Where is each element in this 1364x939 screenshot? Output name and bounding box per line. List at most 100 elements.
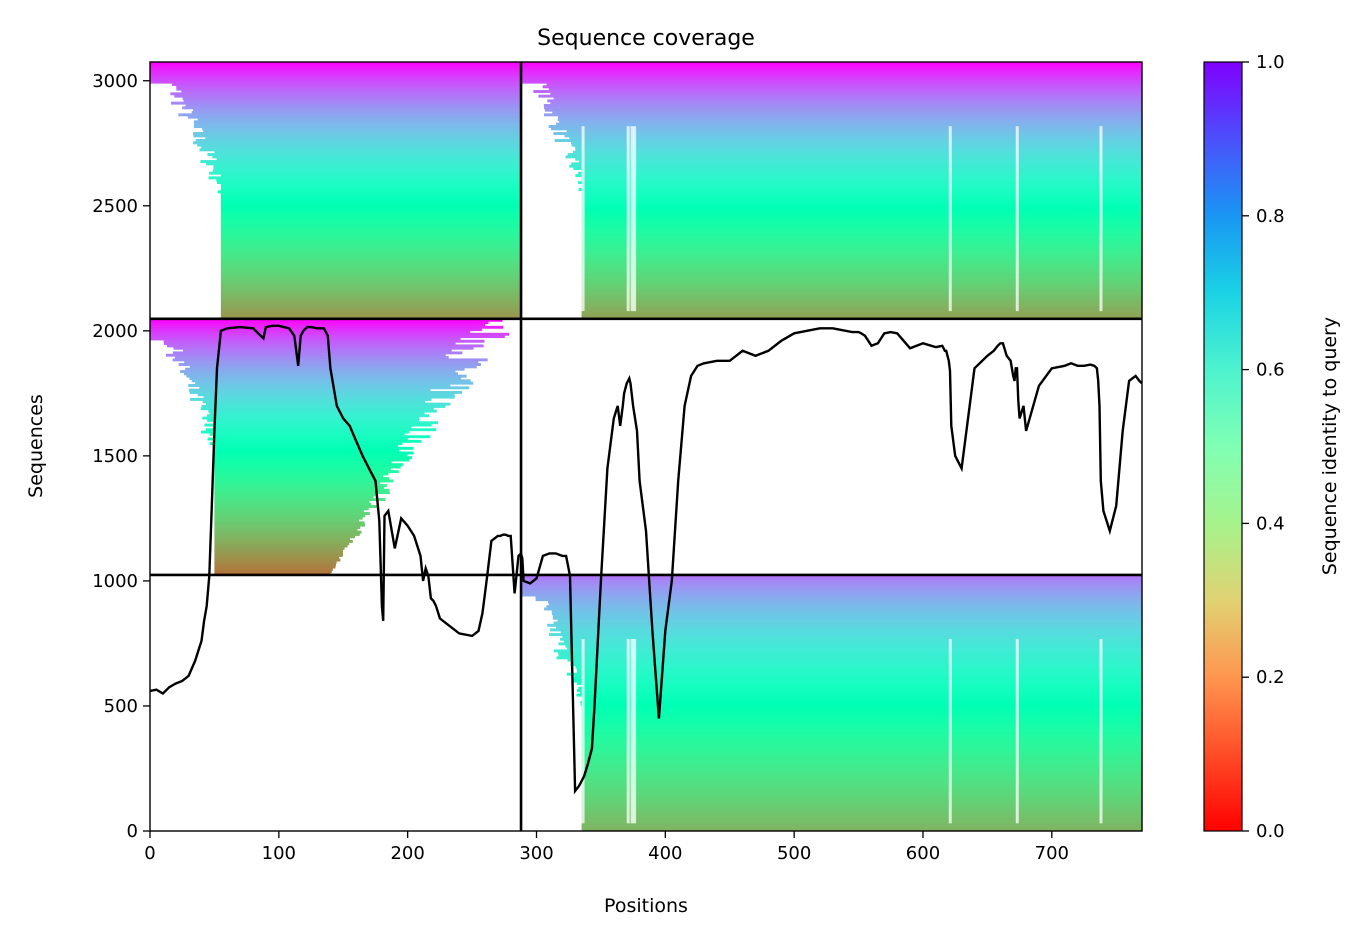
heatmap-row (163, 339, 485, 343)
heatmap-row (581, 255, 1142, 259)
heatmap-row (220, 197, 522, 201)
heatmap-row (521, 80, 1142, 84)
heatmap-row (581, 304, 1142, 308)
heatmap-row (214, 528, 358, 532)
heatmap-row (214, 509, 364, 513)
heatmap-row (150, 71, 522, 75)
heatmap-row (538, 94, 1142, 98)
heatmap-row (521, 73, 1142, 77)
heatmap-row (214, 544, 348, 548)
heatmap-row (193, 120, 522, 124)
x-tick-label: 300 (519, 843, 553, 864)
heatmap-row (220, 199, 522, 203)
heatmap-row (521, 78, 1142, 82)
heatmap-row (150, 328, 482, 332)
heatmap-row (581, 262, 1142, 266)
gap-column (948, 126, 952, 312)
heatmap-row (581, 728, 1142, 732)
heatmap-row (578, 181, 1142, 185)
heatmap-row (581, 279, 1142, 283)
heatmap-row (581, 814, 1142, 818)
gap-column (1099, 126, 1103, 312)
heatmap-row (577, 688, 1142, 692)
gap-column (630, 638, 634, 824)
heatmap-row (581, 709, 1142, 713)
heatmap-row (581, 258, 1142, 262)
heatmap-row (214, 495, 374, 499)
heatmap-row (576, 693, 1142, 697)
heatmap-row (220, 218, 522, 222)
heatmap-row (572, 150, 1142, 154)
heatmap-row (578, 188, 1142, 192)
heatmap-row (581, 218, 1142, 222)
heatmap-row (197, 118, 522, 121)
heatmap-row (548, 125, 1142, 128)
heatmap-row (581, 684, 1142, 688)
heatmap-row (201, 146, 522, 149)
heatmap-row (546, 83, 1142, 86)
heatmap-row (214, 512, 370, 515)
heatmap-row (214, 519, 360, 522)
heatmap-row (521, 584, 1142, 588)
heatmap-row (535, 598, 1142, 602)
heatmap-row (557, 619, 1142, 623)
heatmap-row (581, 789, 1142, 793)
heatmap-row (576, 682, 1142, 685)
heatmap-row (220, 206, 522, 210)
heatmap-row (193, 125, 522, 128)
heatmap-row (547, 99, 1142, 103)
heatmap-row (220, 302, 522, 306)
heatmap-row (575, 157, 1142, 161)
heatmap-row (220, 262, 522, 266)
heatmap-row (206, 414, 430, 418)
colorbar-tick-label: 0.6 (1256, 360, 1285, 381)
heatmap-row (581, 185, 1142, 189)
heatmap-row (581, 737, 1142, 741)
heatmap-row (581, 251, 1142, 255)
heatmap-row (174, 94, 522, 98)
heatmap-row (548, 87, 1142, 91)
heatmap-row (581, 812, 1142, 816)
colorbar-ticks: 0.0 0.2 0.4 0.6 0.8 1.0 (1242, 52, 1285, 842)
heatmap-row (214, 537, 351, 541)
heatmap-row (566, 672, 1142, 676)
heatmap-row (205, 428, 437, 432)
heatmap-row (214, 465, 401, 469)
heatmap-row (521, 76, 1142, 79)
heatmap-row (220, 185, 522, 189)
heatmap-row (581, 765, 1142, 769)
heatmap-row (189, 377, 462, 380)
heatmap-row (214, 449, 399, 453)
heatmap-row (557, 118, 1142, 121)
heatmap-row (220, 283, 522, 287)
heatmap-row (220, 239, 522, 243)
heatmap-row (193, 108, 522, 112)
heatmap-row (150, 80, 522, 84)
heatmap-row (220, 192, 522, 196)
heatmap-row (571, 141, 1142, 145)
colorbar-tick-label: 0.4 (1256, 513, 1285, 534)
x-tick-label: 500 (777, 843, 811, 864)
heatmap-row (581, 793, 1142, 797)
heatmap-row (190, 397, 432, 401)
heatmap-row (150, 318, 503, 322)
heatmap-row (220, 255, 522, 259)
heatmap-row (581, 190, 1142, 194)
heatmap-row (184, 360, 479, 364)
heatmap-row (214, 435, 431, 439)
heatmap-row (581, 754, 1142, 758)
heatmap-row (214, 539, 353, 543)
heatmap-row (550, 92, 1142, 96)
heatmap-row (213, 167, 522, 171)
heatmap-block-A-B (521, 62, 1142, 320)
heatmap-row (581, 782, 1142, 786)
heatmap-row (214, 551, 344, 555)
heatmap-row (581, 213, 1142, 217)
heatmap-row (220, 269, 522, 273)
heatmap-row (581, 768, 1142, 772)
heatmap-row (214, 493, 376, 497)
heatmap-row (214, 439, 422, 443)
heatmap-row (220, 209, 522, 213)
heatmap-row (220, 248, 522, 252)
heatmap-row (521, 69, 1142, 72)
